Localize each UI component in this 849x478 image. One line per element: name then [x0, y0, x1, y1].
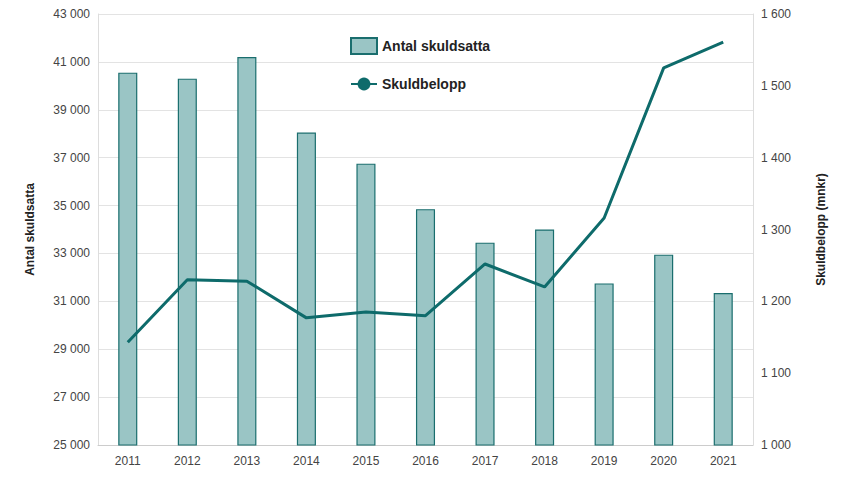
svg-text:2013: 2013 [234, 454, 261, 468]
svg-text:2012: 2012 [174, 454, 201, 468]
svg-text:2011: 2011 [115, 454, 141, 468]
svg-text:31 000: 31 000 [53, 294, 90, 308]
svg-text:1 300: 1 300 [761, 223, 791, 237]
svg-text:2020: 2020 [650, 454, 677, 468]
svg-text:25 000: 25 000 [53, 438, 90, 452]
svg-text:1 000: 1 000 [761, 438, 791, 452]
svg-text:37 000: 37 000 [53, 151, 90, 165]
svg-text:2016: 2016 [412, 454, 439, 468]
svg-text:2019: 2019 [591, 454, 618, 468]
svg-text:1 500: 1 500 [761, 79, 791, 93]
svg-text:2014: 2014 [293, 454, 320, 468]
svg-text:27 000: 27 000 [53, 390, 90, 404]
svg-text:Skuldbelopp (mnkr): Skuldbelopp (mnkr) [814, 173, 828, 286]
svg-text:35 000: 35 000 [53, 199, 90, 213]
svg-text:2015: 2015 [353, 454, 380, 468]
svg-text:29 000: 29 000 [53, 342, 90, 356]
svg-text:1 400: 1 400 [761, 151, 791, 165]
svg-text:2021: 2021 [710, 454, 737, 468]
svg-text:41 000: 41 000 [53, 55, 90, 69]
svg-text:33 000: 33 000 [53, 246, 90, 260]
svg-text:Antal skuldsatta: Antal skuldsatta [382, 38, 490, 54]
svg-text:1 600: 1 600 [761, 7, 791, 21]
svg-text:Skuldbelopp: Skuldbelopp [382, 76, 466, 92]
svg-text:2018: 2018 [531, 454, 558, 468]
svg-text:43 000: 43 000 [53, 7, 90, 21]
svg-text:1 100: 1 100 [761, 366, 791, 380]
svg-text:1 200: 1 200 [761, 294, 791, 308]
svg-text:39 000: 39 000 [53, 103, 90, 117]
svg-text:2017: 2017 [472, 454, 499, 468]
svg-text:Antal skuldsatta: Antal skuldsatta [23, 183, 37, 276]
